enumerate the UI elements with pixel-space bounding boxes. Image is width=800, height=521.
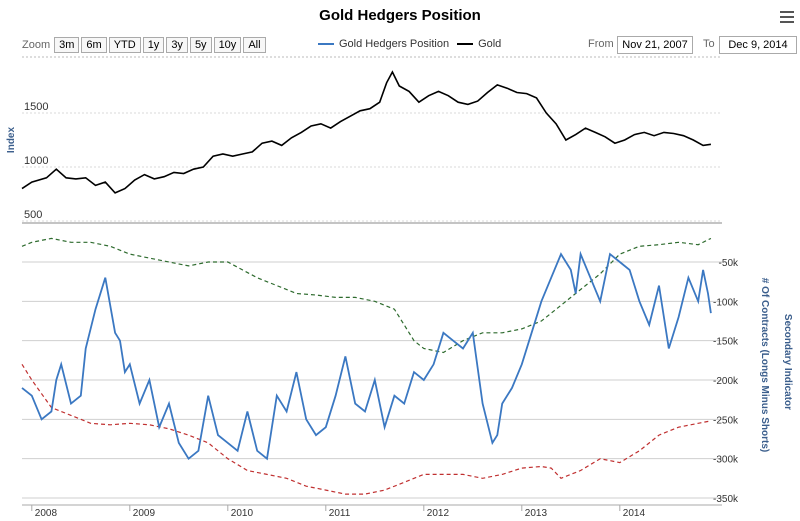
zoom-button-3y[interactable]: 3y bbox=[166, 37, 188, 53]
hedgers-series-line bbox=[21, 250, 712, 461]
x-tick-label: 2013 bbox=[525, 508, 548, 519]
zoom-button-ytd[interactable]: YTD bbox=[108, 37, 141, 53]
top-y-tick-label: 1500 bbox=[24, 101, 48, 113]
legend-item-gold[interactable]: Gold bbox=[457, 38, 501, 50]
bottom-y-tick-label: -150k bbox=[713, 337, 739, 348]
gold-series-line bbox=[21, 70, 712, 194]
legend-label-gold: Gold bbox=[478, 38, 502, 50]
green-indicator-line bbox=[21, 237, 712, 354]
from-label: From bbox=[588, 38, 614, 50]
bottom-y-tick-label: -200k bbox=[713, 376, 739, 387]
top-y-axis-title: Index bbox=[6, 127, 17, 154]
legend-swatch-gold bbox=[457, 43, 474, 45]
x-tick-label: 2011 bbox=[329, 508, 351, 519]
zoom-button-3m[interactable]: 3m bbox=[54, 37, 80, 53]
zoom-button-1y[interactable]: 1y bbox=[142, 37, 165, 53]
zoom-bar: Zoom 3m 6m YTD 1y 3y 5y 10y All bbox=[22, 37, 268, 53]
red-indicator-line bbox=[21, 363, 712, 495]
bottom-y-axis-title: # Of Contracts (Longs Minus Shorts) bbox=[759, 278, 770, 452]
hamburger-menu-icon[interactable] bbox=[780, 11, 794, 23]
zoom-button-all[interactable]: All bbox=[243, 37, 266, 53]
zoom-button-10y[interactable]: 10y bbox=[213, 37, 242, 53]
top-y-tick-label: 500 bbox=[24, 209, 42, 221]
bottom-y-tick-label: -300k bbox=[713, 455, 739, 466]
bottom-y-tick-label: -50k bbox=[719, 258, 739, 269]
to-label: To bbox=[703, 38, 715, 50]
x-tick-label: 2008 bbox=[35, 508, 58, 519]
zoom-button-5y[interactable]: 5y bbox=[189, 37, 212, 53]
top-y-tick-label: 1000 bbox=[24, 155, 48, 167]
legend-swatch-hedgers bbox=[318, 43, 334, 45]
zoom-button-6m[interactable]: 6m bbox=[81, 37, 107, 53]
x-tick-label: 2014 bbox=[623, 508, 646, 519]
legend: Gold Hedgers Position Gold bbox=[318, 38, 509, 50]
legend-label-hedgers: Gold Hedgers Position bbox=[339, 38, 450, 50]
x-tick-label: 2012 bbox=[427, 508, 450, 519]
secondary-y-axis-title: Secondary Indicator bbox=[782, 314, 793, 410]
legend-item-hedgers[interactable]: Gold Hedgers Position bbox=[318, 38, 449, 50]
chart-title: Gold Hedgers Position bbox=[319, 7, 481, 24]
from-date-input[interactable]: Nov 21, 2007 bbox=[617, 36, 693, 54]
zoom-label: Zoom bbox=[22, 39, 51, 51]
bottom-y-tick-label: -100k bbox=[713, 297, 739, 308]
x-tick-label: 2009 bbox=[133, 508, 156, 519]
to-date-input[interactable]: Dec 9, 2014 bbox=[719, 36, 797, 54]
bottom-y-tick-label: -350k bbox=[713, 494, 739, 505]
bottom-y-tick-label: -250k bbox=[713, 415, 739, 426]
x-tick-label: 2010 bbox=[231, 508, 254, 519]
